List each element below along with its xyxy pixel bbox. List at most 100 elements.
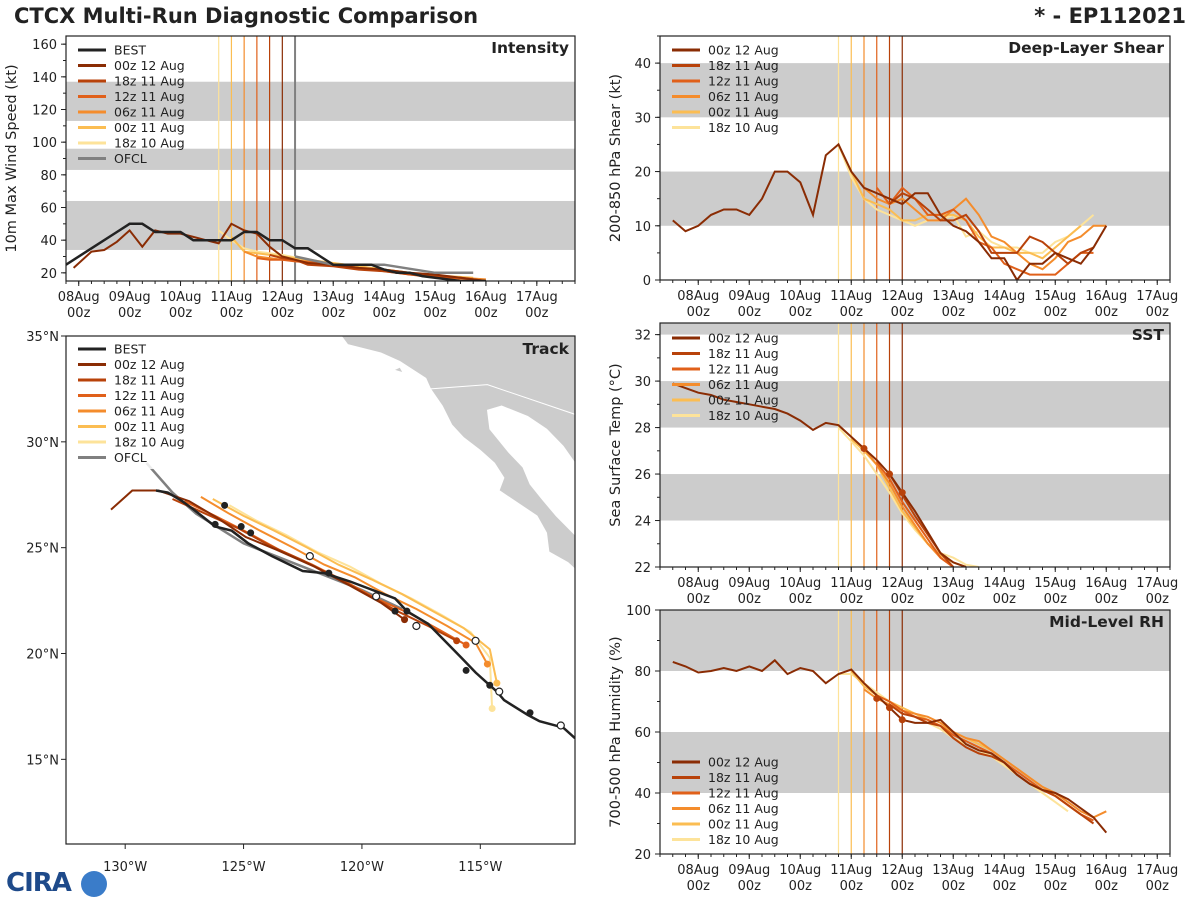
panel-title: SST [1132,326,1165,344]
x-tick-label: 00z [891,592,915,607]
x-tick-label: 16Aug [1085,863,1127,878]
plot-area [66,36,575,281]
x-tick-label: 09Aug [728,576,770,591]
plot-frame [659,609,1171,855]
lon-tick-label: 120°W [340,860,384,875]
lat-tick-label: 25°N [26,542,59,557]
x-tick-label: 09Aug [109,290,151,305]
series-line [888,192,1094,266]
legend-label: 18z 10 Aug [708,832,779,847]
y-tick-label: 22 [634,561,651,576]
x-tick-label: 11Aug [210,290,252,305]
series-line [863,447,954,567]
legend-label: 00z 11 Aug [708,105,779,120]
x-tick-label: 12Aug [881,863,923,878]
x-tick-label: 00z [118,306,142,321]
x-tick-label: 17Aug [1136,289,1178,304]
series-line [888,703,1095,825]
legend-label: 12z 11 Aug [708,74,779,89]
best-position-marker [391,607,399,615]
legend-label: 12z 11 Aug [114,89,185,104]
island [395,367,403,372]
track-end-marker [453,637,461,645]
best-position-marker [486,681,494,689]
x-tick-label: 00z [789,592,813,607]
y-tick-label: 30 [634,375,651,390]
y-tick-label: 20 [634,166,651,181]
legend-label: 18z 11 Aug [114,373,185,388]
legend-label: 18z 11 Aug [114,74,185,89]
track-end-marker [401,616,409,624]
y-tick-label: 24 [634,515,651,530]
best-position-marker [221,501,229,509]
ofcl-line [294,255,474,275]
ofcl-track [145,462,403,611]
series-line [218,229,461,279]
legend-label: 18z 10 Aug [708,408,779,423]
x-tick-label: 15Aug [1034,289,1076,304]
series-line [850,171,1082,260]
best-line [66,222,486,281]
x-tick-label: 00z [789,305,813,320]
run-track [110,489,406,621]
run-track [200,496,489,665]
x-tick-label: 00z [738,305,762,320]
y-axis-label: 200-850 hPa Shear (kt) [608,74,624,242]
x-tick-label: 14Aug [983,576,1025,591]
x-tick-label: 15Aug [1034,863,1076,878]
track-end-marker [488,705,496,713]
series-line [863,187,1107,271]
figure-title: CTCX Multi-Run Diagnostic Comparison [14,4,479,28]
legend-label: 06z 11 Aug [114,404,185,419]
legend-label: BEST [114,43,146,58]
x-tick-label: 11Aug [830,863,872,878]
x-tick-label: 00z [474,306,498,321]
lon-tick-label: 130°W [103,860,147,875]
series-line [838,673,1069,813]
y-tick-label: 80 [634,665,651,680]
series-line [230,236,474,279]
series-line [876,694,1094,822]
panel-title: Intensity [491,39,569,57]
best-position-marker-open [556,721,565,730]
x-tick-label: 00z [1095,592,1119,607]
shaded-band [660,474,1170,521]
legend-label: 00z 12 Aug [708,43,779,58]
shaded-band [660,171,1170,226]
series-line [863,688,1107,819]
series-line [672,382,967,567]
data-marker [873,694,881,702]
x-tick-label: 08Aug [677,576,719,591]
plot-area [660,36,1170,280]
series-line [876,186,1094,276]
x-tick-label: 00z [891,879,915,894]
y-tick-label: 60 [634,726,651,741]
x-tick-label: 00z [1044,879,1068,894]
land-mass [340,336,575,570]
legend-label: 00z 12 Aug [114,357,185,372]
legend-label: 18z 10 Aug [114,136,185,151]
x-tick-label: 00z [322,306,346,321]
x-tick-label: 00z [1044,305,1068,320]
x-tick-label: 00z [738,879,762,894]
series-line [672,142,1108,280]
y-tick-label: 80 [40,169,57,184]
y-tick-label: 40 [634,787,651,802]
y-axis-label: Sea Surface Temp (°C) [608,363,624,526]
x-tick-label: 10Aug [160,290,202,305]
cira-logo-text: CIRA [6,868,72,898]
legend-label: 06z 11 Aug [708,801,779,816]
x-tick-label: 00z [1095,879,1119,894]
x-tick-label: 00z [169,306,193,321]
y-tick-label: 120 [32,104,57,119]
best-position-marker-open [412,621,421,631]
legend-label: 18z 11 Aug [708,346,779,361]
legend-label: 00z 12 Aug [708,331,779,346]
map-area [66,336,575,844]
x-tick-label: 00z [525,306,549,321]
x-tick-label: 13Aug [932,863,974,878]
